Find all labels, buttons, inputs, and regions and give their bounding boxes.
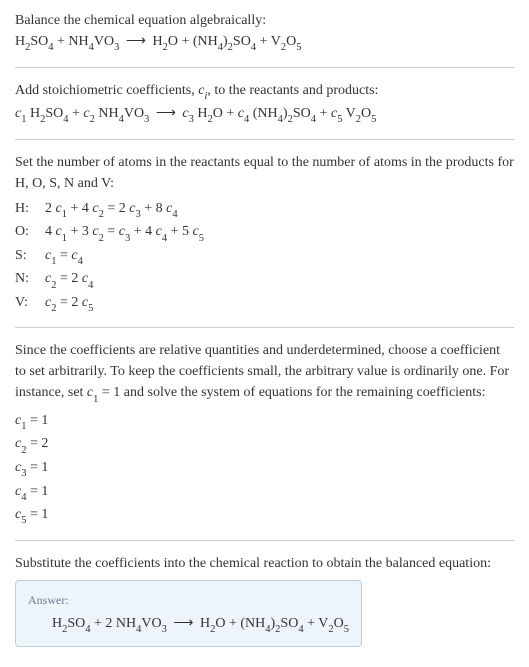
atoms-row: H:2 c1 + 4 c2 = 2 c3 + 8 c4 — [15, 198, 208, 222]
answer-box: Answer: H2SO4 + 2 NH4VO3 ⟶ H2O + (NH4)2S… — [15, 580, 362, 648]
atoms-row: N:c2 = 2 c4 — [15, 268, 208, 292]
answer-label: Answer: — [28, 591, 349, 609]
divider — [15, 540, 514, 541]
solve-text: Since the coefficients are relative quan… — [15, 340, 514, 406]
divider — [15, 139, 514, 140]
solve-section: Since the coefficients are relative quan… — [15, 340, 514, 527]
atoms-row-label: V: — [15, 292, 41, 316]
coeff-item: c2 = 2 — [15, 433, 514, 457]
atoms-row-equation: c2 = 2 c4 — [41, 268, 208, 292]
stoich-section: Add stoichiometric coefficients, ci, to … — [15, 80, 514, 127]
coeff-item: c5 = 1 — [15, 504, 514, 528]
coeff-item: c1 = 1 — [15, 410, 514, 434]
intro-equation: H2SO4 + NH4VO3 ⟶ H2O + (NH4)2SO4 + V2O5 — [15, 31, 514, 55]
atoms-row-label: N: — [15, 268, 41, 292]
atoms-row-equation: c1 = c4 — [41, 245, 208, 269]
atoms-row-label: H: — [15, 198, 41, 222]
divider — [15, 327, 514, 328]
atoms-row: V:c2 = 2 c5 — [15, 292, 208, 316]
stoich-text: Add stoichiometric coefficients, ci, to … — [15, 80, 514, 104]
substitute-section: Substitute the coefficients into the che… — [15, 553, 514, 648]
intro-text: Balance the chemical equation algebraica… — [15, 10, 514, 31]
atoms-row: S:c1 = c4 — [15, 245, 208, 269]
atoms-row-equation: 4 c1 + 3 c2 = c3 + 4 c4 + 5 c5 — [41, 221, 208, 245]
atoms-row-label: S: — [15, 245, 41, 269]
atoms-table-body: H:2 c1 + 4 c2 = 2 c3 + 8 c4O:4 c1 + 3 c2… — [15, 198, 208, 316]
stoich-equation: c1 H2SO4 + c2 NH4VO3 ⟶ c3 H2O + c4 (NH4)… — [15, 103, 514, 127]
substitute-text: Substitute the coefficients into the che… — [15, 553, 514, 574]
atoms-row-label: O: — [15, 221, 41, 245]
atoms-intro: Set the number of atoms in the reactants… — [15, 152, 514, 194]
divider — [15, 67, 514, 68]
atoms-row-equation: 2 c1 + 4 c2 = 2 c3 + 8 c4 — [41, 198, 208, 222]
intro-section: Balance the chemical equation algebraica… — [15, 10, 514, 55]
atoms-row: O:4 c1 + 3 c2 = c3 + 4 c4 + 5 c5 — [15, 221, 208, 245]
atoms-table: H:2 c1 + 4 c2 = 2 c3 + 8 c4O:4 c1 + 3 c2… — [15, 198, 208, 316]
coeff-item: c4 = 1 — [15, 481, 514, 505]
coeff-item: c3 = 1 — [15, 457, 514, 481]
atoms-section: Set the number of atoms in the reactants… — [15, 152, 514, 316]
answer-equation: H2SO4 + 2 NH4VO3 ⟶ H2O + (NH4)2SO4 + V2O… — [28, 613, 349, 637]
coeff-list: c1 = 1c2 = 2c3 = 1c4 = 1c5 = 1 — [15, 410, 514, 528]
atoms-row-equation: c2 = 2 c5 — [41, 292, 208, 316]
